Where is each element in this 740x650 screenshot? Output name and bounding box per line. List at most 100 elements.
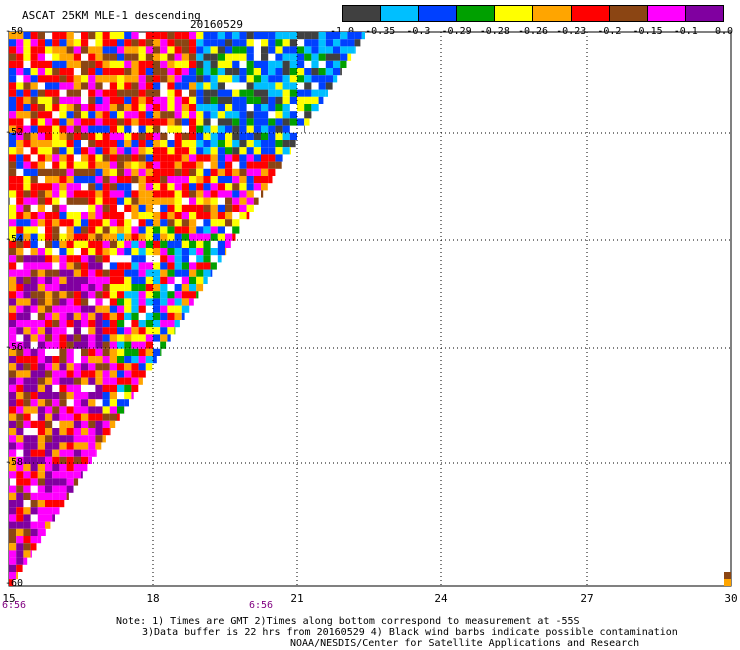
- swath-cell: [59, 298, 67, 306]
- swath-cell: [167, 82, 175, 90]
- swath-cell: [268, 39, 276, 47]
- swath-cell: [167, 183, 175, 191]
- swath-cell: [196, 118, 204, 126]
- swath-cell: [181, 190, 189, 198]
- swath-cell: [52, 212, 60, 220]
- swath-cell: [318, 82, 326, 90]
- swath-cell: [297, 46, 305, 54]
- swath-cell: [88, 68, 96, 76]
- swath-cell: [160, 305, 168, 313]
- swath-cell: [30, 536, 38, 544]
- swath-cell: [217, 204, 225, 212]
- swath-cell: [73, 435, 81, 443]
- swath-cell: [95, 111, 103, 119]
- swath-cell: [124, 197, 132, 205]
- swath-cell: [239, 197, 247, 205]
- swath-cell: [16, 248, 24, 256]
- swath-cell: [232, 46, 240, 54]
- swath-cell: [30, 226, 38, 234]
- swath-cell: [160, 197, 168, 205]
- swath-cell: [37, 500, 45, 508]
- swath-cell: [145, 327, 153, 335]
- swath-cell: [253, 104, 261, 112]
- colorbar-segment: [685, 6, 723, 21]
- swath-cell: [225, 168, 233, 176]
- swath-cell: [102, 348, 110, 356]
- swath-cell: [297, 118, 305, 126]
- swath-cell: [37, 53, 45, 61]
- swath-cell: [117, 190, 125, 198]
- swath-cell: [88, 96, 96, 104]
- swath-cell: [88, 240, 96, 248]
- swath-cell: [23, 96, 31, 104]
- swath-cell: [88, 370, 96, 378]
- swath-cell: [261, 140, 269, 148]
- note-line-3: NOAA/NESDIS/Center for Satellite Applica…: [290, 638, 640, 649]
- swath-cell: [131, 75, 139, 83]
- swath-cell: [66, 348, 74, 356]
- swath-cell: [138, 176, 146, 184]
- swath-cell: [9, 543, 17, 551]
- swath-cell: [117, 341, 125, 349]
- swath-cell: [9, 226, 17, 234]
- swath-cell: [102, 96, 110, 104]
- swath-cell: [174, 176, 182, 184]
- swath-cell: [45, 492, 53, 500]
- swath-cell: [81, 284, 89, 292]
- swath-cell: [81, 449, 89, 457]
- swath-cell: [66, 46, 74, 54]
- swath-cell: [52, 190, 60, 198]
- swath-cell: [9, 118, 17, 126]
- swath-cell: [59, 240, 67, 248]
- swath-cell: [59, 219, 67, 227]
- swath-cell: [45, 284, 53, 292]
- swath-cell: [9, 219, 17, 227]
- swath-cell: [9, 255, 17, 263]
- swath-cell: [225, 197, 233, 205]
- swath-cell: [52, 449, 60, 457]
- swath-cell: [203, 240, 211, 248]
- swath-cell: [45, 377, 53, 385]
- swath-cell: [73, 140, 81, 148]
- swath-cell: [109, 46, 117, 54]
- swath-cell: [275, 75, 283, 83]
- swath-cell: [109, 384, 117, 392]
- swath-cell: [45, 456, 53, 464]
- swath-cell: [66, 356, 74, 364]
- swath-cell: [225, 75, 233, 83]
- swath-cell: [73, 147, 81, 155]
- swath-cell: [153, 190, 161, 198]
- swath-cell: [174, 320, 180, 328]
- swath-cell: [66, 75, 74, 83]
- swath-cell: [282, 147, 290, 155]
- swath-cell: [73, 320, 81, 328]
- swath-cell: [9, 485, 17, 493]
- swath-cell: [160, 96, 168, 104]
- swath-cell: [145, 75, 153, 83]
- swath-cell: [16, 471, 24, 479]
- swath-cell: [9, 68, 17, 76]
- swath-cell: [282, 32, 290, 40]
- swath-cell: [304, 89, 312, 97]
- swath-cell: [52, 161, 60, 169]
- swath-cell: [95, 341, 103, 349]
- swath-cell: [117, 377, 125, 385]
- swath-cell: [30, 435, 38, 443]
- swath-cell: [160, 298, 168, 306]
- swath-cell: [239, 53, 247, 61]
- swath-cell: [88, 442, 96, 450]
- swath-cell: [66, 219, 74, 227]
- swath-cell: [268, 104, 276, 112]
- swath-cell: [23, 32, 31, 40]
- swath-cell: [9, 75, 17, 83]
- swath-cell: [66, 82, 74, 90]
- swath-cell: [45, 60, 53, 68]
- swath-cell: [37, 32, 45, 40]
- swath-cell: [225, 204, 233, 212]
- swath-cell: [66, 406, 74, 414]
- swath-cell: [189, 39, 197, 47]
- swath-cell: [304, 111, 312, 119]
- swath-cell: [95, 262, 103, 270]
- swath-cell: [81, 60, 89, 68]
- swath-cell: [253, 118, 261, 126]
